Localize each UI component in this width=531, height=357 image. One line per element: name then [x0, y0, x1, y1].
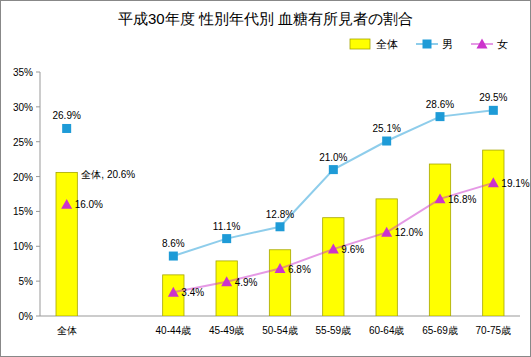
- data-label: 全体, 20.6%: [81, 169, 135, 180]
- y-tick-label: 5%: [19, 276, 34, 287]
- x-tick-label: 全体: [57, 325, 77, 336]
- y-tick-label: 35%: [13, 67, 33, 78]
- data-label: 8.6%: [162, 238, 185, 249]
- data-label: 4.9%: [235, 277, 258, 288]
- marker: [169, 252, 178, 261]
- y-axis: [40, 72, 41, 316]
- marker: [275, 263, 286, 273]
- y-tick: [36, 246, 40, 247]
- x-tick-label: 40-44歳: [156, 325, 192, 336]
- y-tick: [36, 211, 40, 212]
- data-label: 29.5%: [479, 92, 507, 103]
- frame: [1, 1, 531, 357]
- data-label: 11.1%: [213, 221, 241, 232]
- x-tick-label: 60-64歳: [369, 325, 405, 336]
- legend-swatch: [350, 39, 370, 49]
- x-tick-label: 55-59歳: [316, 325, 352, 336]
- data-label: 9.6%: [341, 244, 364, 255]
- bar: [483, 150, 504, 316]
- marks: [56, 106, 504, 316]
- x-tick-label: 45-49歳: [209, 325, 245, 336]
- legend-label: 全体: [376, 38, 398, 50]
- marker: [62, 124, 71, 133]
- marker: [276, 222, 285, 231]
- legend-label: 女: [497, 38, 508, 50]
- line: [173, 110, 493, 256]
- y-tick: [36, 176, 40, 177]
- y-tick-label: 25%: [13, 137, 33, 148]
- data-label: 16.8%: [448, 194, 476, 205]
- bar: [323, 218, 344, 316]
- data-label: 16.0%: [75, 199, 103, 210]
- y-tick: [36, 141, 40, 142]
- marker: [477, 39, 488, 49]
- marker: [488, 177, 499, 187]
- chart: 平成30年度 性別年代別 血糖有所見者の割合 0% 5% 10% 15% 20% 25% 30…: [0, 0, 531, 357]
- marker: [221, 276, 232, 286]
- y-tick-label: 20%: [13, 172, 33, 183]
- bar: [429, 164, 450, 316]
- marker: [329, 165, 338, 174]
- marker: [61, 199, 72, 209]
- bar: [56, 172, 77, 316]
- y-tick: [36, 316, 40, 317]
- y-tick-label: 30%: [13, 102, 33, 113]
- marker: [381, 227, 392, 237]
- x-tick-label: 70-75歳: [476, 325, 512, 336]
- x-tick-label: 65-69歳: [422, 325, 458, 336]
- marker: [489, 106, 498, 115]
- marker: [328, 244, 339, 254]
- marker: [168, 287, 179, 297]
- marker: [436, 112, 445, 121]
- y-tick: [36, 281, 40, 282]
- x-tick-label: 50-54歳: [262, 325, 298, 336]
- data-label: 6.8%: [288, 264, 311, 275]
- data-label: 19.1%: [501, 178, 529, 189]
- data-label: 12.8%: [266, 209, 294, 220]
- data-label: 26.9%: [52, 110, 80, 121]
- data-label: 3.4%: [181, 287, 204, 298]
- bar: [216, 261, 237, 316]
- y-tick: [36, 106, 40, 107]
- marker: [423, 40, 432, 49]
- y-tick: [36, 72, 40, 73]
- y-tick-label: 15%: [13, 206, 33, 217]
- legend-label: 男: [442, 38, 453, 50]
- data-label: 12.0%: [395, 227, 423, 238]
- data-label: 25.1%: [372, 123, 400, 134]
- marker: [435, 193, 446, 203]
- y-tick-label: 0%: [19, 311, 34, 322]
- y-tick-label: 10%: [13, 241, 33, 252]
- line: [173, 183, 493, 292]
- legend: 全体 男 女: [350, 38, 508, 50]
- title: 平成30年度 性別年代別 血糖有所見者の割合: [118, 10, 413, 27]
- labels: 全体, 20.6% 26.9% 8.6% 11.1% 12.8% 21.0% 25.1% 28…: [52, 92, 529, 298]
- bar: [376, 199, 397, 316]
- bar: [269, 250, 290, 316]
- data-label: 21.0%: [319, 152, 347, 163]
- data-label: 28.6%: [426, 99, 454, 110]
- marker: [382, 137, 391, 146]
- marker: [222, 234, 231, 243]
